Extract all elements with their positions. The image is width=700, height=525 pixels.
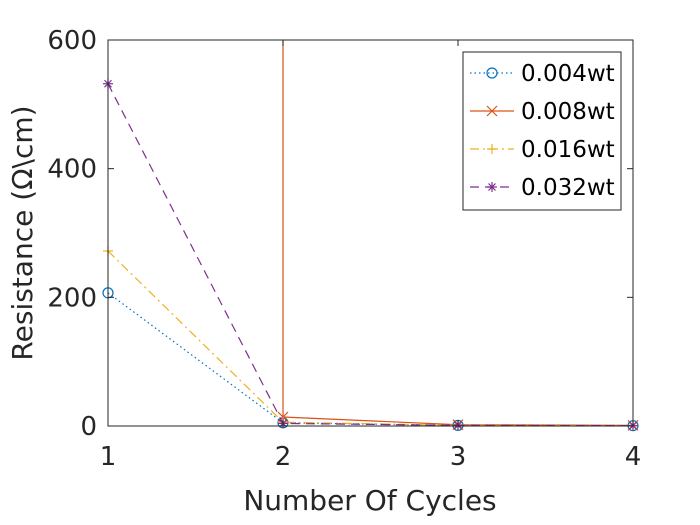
x-tick-label: 3 (450, 442, 467, 472)
legend-marker-0.016wt (487, 144, 497, 154)
tick-layer: 1 2 3 4 0 200 400 600 (47, 26, 641, 472)
plot-frame (107, 39, 634, 427)
legend-label: 0.016wt (521, 137, 615, 163)
series-line-0.032wt (107, 83, 634, 427)
legend-entry-0.032wt: 0.032wt (470, 175, 615, 201)
y-tick-label: 0 (80, 412, 97, 442)
legend-marker-0.008wt (486, 105, 498, 117)
y-tick-label: 400 (47, 155, 97, 185)
x-tick-label: 1 (100, 442, 117, 472)
legend-label: 0.004wt (521, 61, 615, 87)
x-axis-label: Number Of Cycles (243, 484, 496, 517)
y-tick-label: 200 (47, 283, 97, 313)
legend-marker-0.004wt (486, 67, 498, 79)
y-tick-label: 600 (47, 26, 97, 56)
legend-label: 0.032wt (521, 175, 615, 201)
series-line-0.004wt (107, 292, 634, 427)
legend-entry-0.004wt: 0.004wt (470, 61, 615, 87)
x-tick-label: 4 (625, 442, 642, 472)
legend-entry-0.016wt: 0.016wt (470, 137, 615, 163)
legend-marker-0.032wt (487, 182, 497, 192)
legend-label: 0.008wt (521, 99, 615, 125)
legend-entry-0.008wt: 0.008wt (470, 99, 615, 125)
y-axis-label: Resistance (Ω\cm) (6, 105, 39, 360)
legend: 0.004wt 0.008wt 0.016wt 0.032wt (462, 51, 622, 211)
x-tick-label: 2 (275, 442, 292, 472)
